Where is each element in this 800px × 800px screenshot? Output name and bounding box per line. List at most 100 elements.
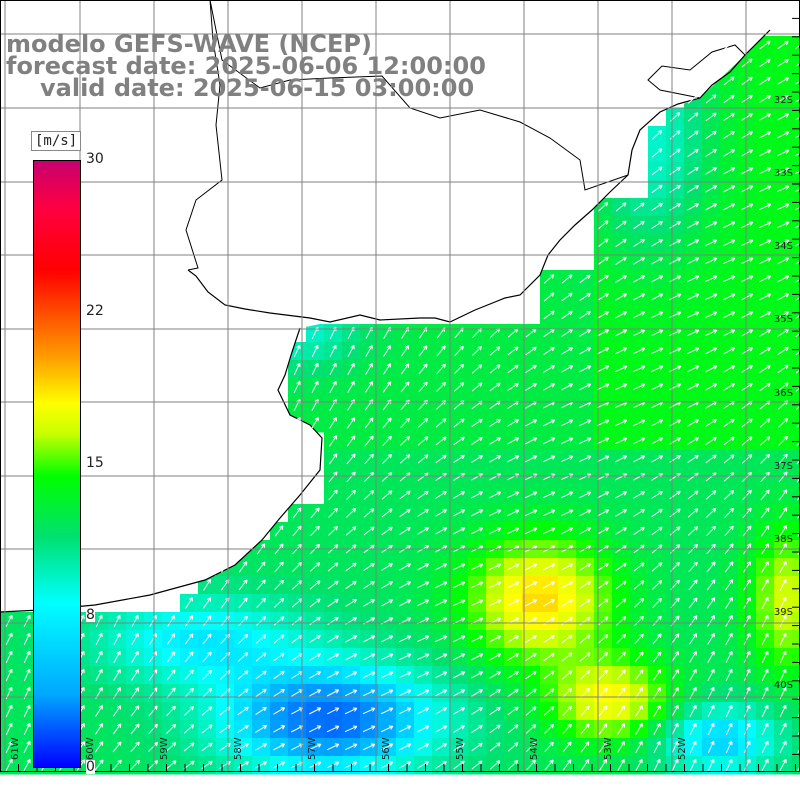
wind-arrow xyxy=(686,257,700,265)
wind-arrow xyxy=(794,206,800,211)
wind-arrow xyxy=(668,257,682,265)
wind-arrow xyxy=(130,741,140,753)
wind-cell xyxy=(792,666,800,685)
wind-cell xyxy=(792,522,800,541)
wind-arrow xyxy=(705,436,717,446)
wind-arrow xyxy=(741,454,753,464)
wind-arrow xyxy=(579,670,591,680)
wind-arrow xyxy=(398,653,412,661)
wind-arrow xyxy=(704,221,718,229)
wind-arrow xyxy=(632,383,646,391)
wind-arrow xyxy=(344,689,358,697)
wind-arrow xyxy=(651,184,663,194)
wind-arrow xyxy=(543,670,555,680)
wind-arrow xyxy=(382,417,392,429)
wind-arrow xyxy=(418,363,428,375)
wind-arrow xyxy=(131,650,139,663)
wind-arrow xyxy=(723,112,735,122)
wind-arrow xyxy=(560,509,574,517)
wind-arrow xyxy=(723,454,735,464)
wind-arrow xyxy=(707,615,715,627)
wind-arrow xyxy=(416,725,430,733)
wind-arrow xyxy=(489,653,502,661)
wind-arrow xyxy=(652,669,662,681)
wind-arrow xyxy=(795,297,800,301)
wind-arrow xyxy=(597,256,609,266)
wind-arrow xyxy=(686,347,700,355)
wind-arrow xyxy=(616,669,626,681)
wind-arrow xyxy=(506,581,520,589)
wind-arrow xyxy=(598,651,609,662)
wind-arrow xyxy=(201,742,213,752)
wind-arrow xyxy=(759,40,771,50)
wind-arrow xyxy=(344,725,358,733)
wind-arrow xyxy=(434,581,448,589)
wind-arrow xyxy=(758,275,772,283)
wind-arrow xyxy=(524,491,538,499)
wind-arrow xyxy=(542,455,556,463)
wind-arrow xyxy=(578,437,592,445)
wind-arrow xyxy=(651,473,664,481)
wind-arrow xyxy=(542,509,556,517)
wind-arrow xyxy=(471,382,483,392)
wind-arrow xyxy=(761,668,769,682)
wind-arrow xyxy=(560,455,574,463)
wind-arrow xyxy=(328,471,338,483)
wind-arrow xyxy=(489,419,501,427)
wind-arrow xyxy=(652,651,662,663)
wind-arrow xyxy=(380,725,394,733)
wind-arrow xyxy=(434,599,448,607)
wind-arrow xyxy=(362,743,376,751)
wind-arrow xyxy=(489,742,501,752)
wind-arrow xyxy=(759,95,772,103)
wind-arrow xyxy=(760,525,770,537)
wind-cell xyxy=(792,648,800,667)
wind-arrow xyxy=(776,221,790,229)
wind-arrow xyxy=(166,669,176,681)
wind-arrow xyxy=(758,239,772,247)
land-area xyxy=(0,0,800,612)
lat-lon-grid xyxy=(0,0,800,772)
wind-arrow xyxy=(400,417,410,429)
wind-arrow xyxy=(761,614,769,628)
wind-arrow xyxy=(237,706,249,716)
wind-arrow xyxy=(113,668,121,681)
wind-arrow xyxy=(562,705,572,717)
wind-arrow xyxy=(580,705,590,717)
wind-arrow xyxy=(165,742,177,752)
wind-arrow xyxy=(706,39,716,51)
wind-cell xyxy=(792,54,800,73)
lon-label: 61W xyxy=(10,737,21,760)
wind-arrow xyxy=(310,507,320,519)
wind-arrow xyxy=(740,167,754,175)
wind-arrow xyxy=(615,293,628,301)
wind-arrow xyxy=(452,635,466,643)
wind-cell xyxy=(792,504,800,523)
wind-arrow xyxy=(704,293,718,301)
wind-cell xyxy=(792,90,800,109)
wind-arrow xyxy=(345,526,357,536)
wind-cell xyxy=(792,558,800,577)
wind-arrow xyxy=(561,329,573,337)
wind-arrow xyxy=(311,344,319,358)
wind-arrow xyxy=(543,688,555,698)
wind-arrow xyxy=(526,741,537,752)
wind-arrow xyxy=(471,671,484,679)
wind-arrow xyxy=(633,598,645,608)
wind-arrow xyxy=(707,650,715,663)
wind-arrow xyxy=(238,615,248,627)
wind-arrow xyxy=(435,418,447,428)
wind-arrow xyxy=(705,185,718,193)
wind-arrow xyxy=(687,419,700,427)
wind-arrow xyxy=(346,435,356,447)
wind-arrow xyxy=(797,747,800,753)
wind-arrow xyxy=(400,345,410,357)
wind-arrow xyxy=(795,63,800,67)
wind-arrow xyxy=(651,562,663,572)
wind-arrow xyxy=(113,650,121,663)
wind-arrow xyxy=(795,315,800,319)
wind-arrow xyxy=(705,58,717,68)
wind-arrow xyxy=(651,239,664,247)
wind-arrow xyxy=(434,689,448,697)
